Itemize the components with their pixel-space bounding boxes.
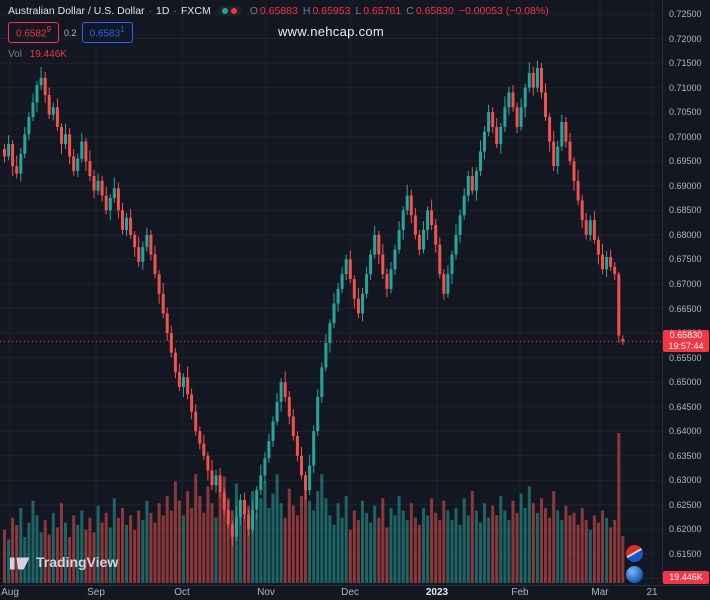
time-axis[interactable]: Aug Sep Oct Nov Dec 2023 Feb Mar 21 [0, 585, 710, 600]
buy-button[interactable]: 0.65831 [81, 22, 133, 44]
grid-layer [0, 0, 662, 583]
close-value: 0.65830 [415, 5, 454, 17]
trade-panel: 0.65829 0.2 0.65831 [8, 22, 549, 44]
price-axis-label: 0.68000 [669, 229, 702, 240]
symbol-title[interactable]: Australian Dollar / U.S. Dollar [8, 5, 145, 17]
price-axis-label: 0.69000 [669, 180, 702, 191]
timeframe-button[interactable]: 1D [156, 5, 170, 17]
price-axis-label: 0.63500 [669, 450, 702, 461]
sell-button[interactable]: 0.65829 [8, 22, 60, 44]
price-axis-label: 0.63000 [669, 475, 702, 486]
time-axis-label: 2023 [425, 587, 449, 598]
time-axis-label: Nov [257, 587, 275, 598]
open-value: 0.65883 [259, 5, 298, 17]
price-axis-label: 0.65000 [669, 377, 702, 388]
price-axis-label: 0.70500 [669, 107, 702, 118]
tradingview-logo-icon [10, 557, 30, 570]
price-axis[interactable]: 0.72500 0.72000 0.71500 0.71000 0.70500 0.700… [662, 0, 710, 585]
time-axis-label: Sep [87, 587, 105, 598]
volume-layer [3, 433, 625, 583]
market-status-dots[interactable] [216, 6, 242, 16]
time-axis-label: Feb [511, 587, 529, 598]
price-axis-label: 0.62500 [669, 499, 702, 510]
price-axis-label: 0.62000 [669, 524, 702, 535]
high-label: H [302, 5, 311, 17]
overlay-flag-icon[interactable] [626, 545, 643, 562]
price-axis-label: 0.71500 [669, 58, 702, 69]
price-axis-label: 0.69500 [669, 156, 702, 167]
price-axis-label: 0.64000 [669, 426, 702, 437]
volume-axis-badge: 19.446K [663, 571, 709, 584]
last-price-value: 0.65830 [669, 330, 703, 341]
price-axis-label: 0.71000 [669, 82, 702, 93]
price-axis-label: 0.70000 [669, 131, 702, 142]
overlay-globe-icon[interactable] [626, 566, 643, 583]
bar-countdown: 19:57:44 [668, 341, 704, 352]
time-axis-label: Aug [1, 587, 19, 598]
ohlc-readout: O 0.65883 H 0.65953 L 0.65761 C 0.65830 … [250, 5, 549, 17]
candles-layer[interactable] [3, 60, 625, 547]
price-axis-label: 0.64500 [669, 401, 702, 412]
price-axis-label: 0.67000 [669, 278, 702, 289]
legend-row-title: Australian Dollar / U.S. Dollar · 1D · F… [8, 5, 549, 17]
price-axis-label: 0.72500 [669, 9, 702, 19]
tradingview-logo[interactable]: TradingView [10, 553, 118, 570]
volume-readout: Vol 19.446K [8, 49, 549, 60]
separator-dot: · [148, 5, 153, 17]
high-value: 0.65953 [312, 5, 351, 17]
price-axis-label: 0.65500 [669, 352, 702, 363]
last-price-badge: 0.65830 19:57:44 [663, 330, 709, 353]
buy-dot-icon [221, 8, 228, 14]
exchange-label[interactable]: FXCM [180, 5, 211, 17]
site-watermark: www.nehcap.com [277, 24, 385, 39]
spread-value: 0.2 [64, 27, 77, 38]
sell-dot-icon [230, 8, 237, 14]
low-label: L [355, 5, 362, 17]
time-axis-label: 21 [646, 587, 658, 598]
change-value: −0.00053 (−0.08%) [458, 5, 549, 17]
separator-dot: · [173, 5, 177, 17]
open-label: O [249, 5, 258, 17]
close-label: C [406, 5, 414, 17]
time-axis-label: Dec [341, 587, 359, 598]
time-axis-label: Oct [174, 587, 190, 598]
price-axis-label: 0.66500 [669, 303, 702, 314]
volume-label: Vol [8, 49, 22, 61]
low-value: 0.65761 [363, 5, 402, 17]
volume-value: 19.446K [29, 49, 67, 61]
price-axis-label: 0.61500 [669, 548, 702, 559]
price-axis-label: 0.67500 [669, 254, 702, 265]
symbol-legend: Australian Dollar / U.S. Dollar · 1D · F… [8, 5, 549, 60]
tradingview-logo-text: TradingView [36, 553, 119, 570]
price-axis-label: 0.68500 [669, 205, 702, 216]
time-axis-label: Mar [591, 587, 609, 598]
price-axis-label: 0.72000 [669, 33, 702, 44]
